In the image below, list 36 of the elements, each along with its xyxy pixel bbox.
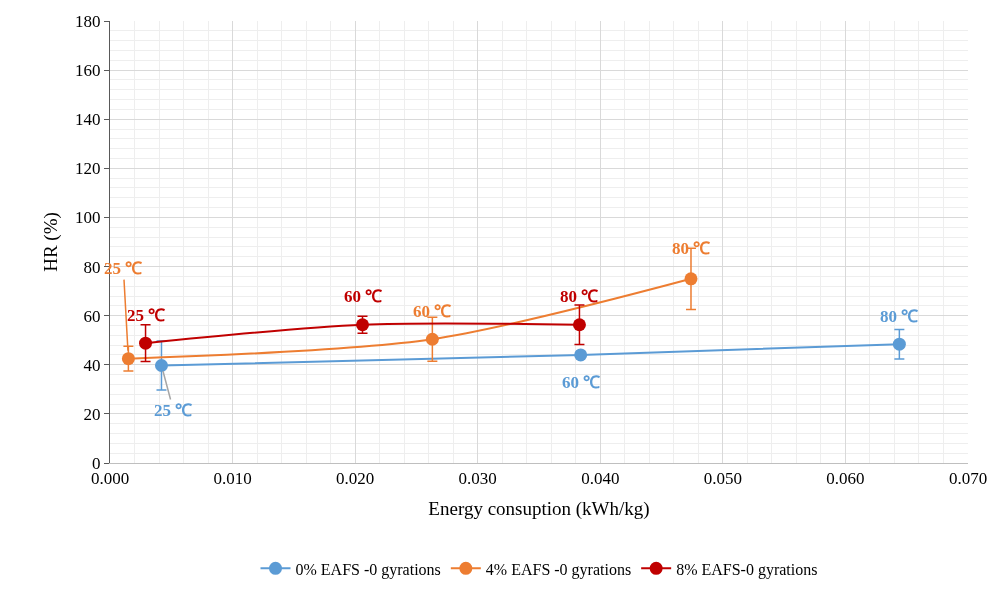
legend-label: 4% EAFS -0 gyrations	[485, 560, 632, 579]
annotation: 25 ℃	[154, 401, 193, 420]
point	[684, 272, 698, 286]
point	[892, 337, 906, 351]
legend-label: 8% EAFS-0 gyrations	[676, 560, 818, 579]
x-tick-label: 0.040	[581, 469, 620, 489]
y-tick-label: 160	[75, 61, 101, 81]
x-tick-label: 0.070	[948, 469, 988, 489]
legend-label: 0% EAFS -0 gyrations	[295, 560, 441, 579]
annotation: 80 ℃	[560, 287, 599, 306]
point	[154, 359, 168, 372]
y-tick-label: 20	[83, 404, 101, 424]
y-axis-title: HR (%)	[39, 212, 62, 272]
annotation: 80 ℃	[672, 239, 711, 258]
annotation: 60 ℃	[562, 373, 601, 392]
x-tick-label: 0.010	[213, 469, 252, 489]
y-tick-label: 80	[83, 257, 101, 277]
point	[572, 318, 586, 332]
point	[121, 352, 135, 366]
annotation: 25 ℃	[127, 306, 166, 325]
y-tick-label: 180	[75, 11, 101, 31]
annotation: 60 ℃	[344, 287, 383, 306]
point	[139, 336, 153, 350]
y-tick-label: 60	[83, 306, 101, 326]
x-tick-label: 0.020	[336, 469, 375, 489]
annotation: 60 ℃	[413, 302, 452, 321]
point	[425, 332, 439, 346]
annotation: 80 ℃	[880, 307, 919, 326]
x-axis-title: Energy consuption (kWh/kg)	[428, 498, 650, 521]
x-tick-label: 0.030	[458, 469, 497, 489]
y-tick-label: 120	[75, 159, 101, 179]
y-tick-label: 140	[75, 110, 101, 130]
y-tick-label: 40	[83, 355, 101, 375]
y-tick-label: 100	[75, 208, 101, 228]
x-tick-label: 0.050	[703, 469, 742, 489]
x-tick-label: 0.060	[826, 469, 865, 489]
